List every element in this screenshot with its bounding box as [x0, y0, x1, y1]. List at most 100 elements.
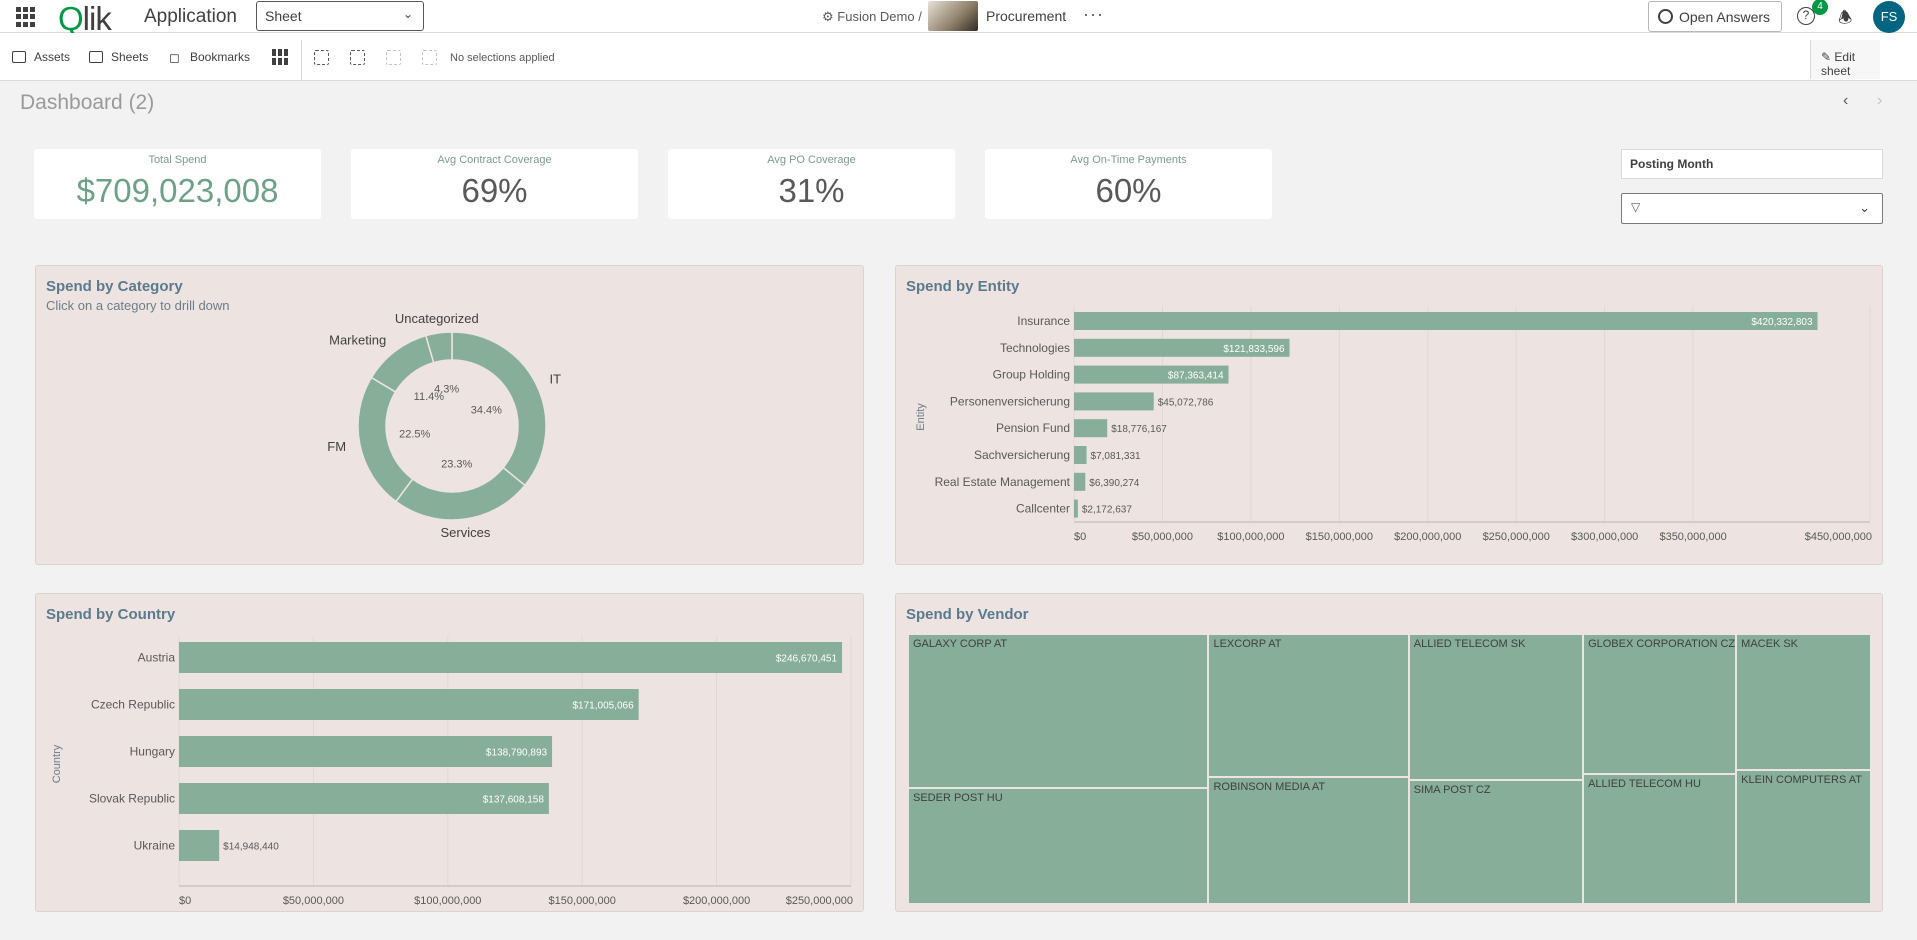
category-label: Insurance: [1017, 314, 1070, 328]
next-sheet-icon[interactable]: ›: [1877, 92, 1883, 109]
treemap-tile[interactable]: KLEIN COMPUTERS AT: [1736, 770, 1871, 904]
x-tick-label: $250,000,000: [1483, 531, 1550, 543]
qlik-logo[interactable]: Qlik: [58, 0, 112, 37]
space-breadcrumb[interactable]: ⚙︎ Fusion Demo /: [822, 9, 922, 25]
edit-sheet-label: Edit sheet: [1821, 50, 1856, 78]
treemap-tile[interactable]: SEDER POST HU: [908, 787, 1209, 904]
kpi-value: 69%: [461, 172, 528, 209]
pencil-icon: ✎: [1821, 50, 1832, 64]
treemap-tile[interactable]: ROBINSON MEDIA AT: [1208, 777, 1409, 904]
kpi-contract-coverage[interactable]: Avg Contract Coverage 69%: [351, 149, 638, 219]
category-label: Technologies: [1000, 341, 1070, 355]
more-options-icon[interactable]: ···: [1083, 4, 1104, 24]
category-label: Ukraine: [134, 839, 176, 853]
x-tick-label: $50,000,000: [1132, 531, 1193, 543]
bar: [1074, 472, 1086, 491]
app-thumbnail: [928, 1, 978, 31]
bar-value-label: $87,363,414: [1168, 371, 1224, 382]
treemap-tile-label: LEXCORP AT: [1213, 638, 1282, 650]
assets-button[interactable]: Assets: [34, 50, 71, 64]
edit-sheet-button[interactable]: ✎ Edit sheet: [1810, 40, 1880, 79]
category-label: Czech Republic: [91, 698, 175, 712]
kpi-on-time-payments[interactable]: Avg On-Time Payments 60%: [985, 149, 1272, 219]
bar-value-label: $121,833,596: [1223, 344, 1285, 355]
assets-icon: [12, 51, 26, 63]
space-name: Fusion Demo: [837, 9, 915, 24]
spend-by-entity-panel[interactable]: Spend by Entity $0 $50,000,000 $100,000,00…: [895, 265, 1883, 565]
spend-by-category-panel[interactable]: Spend by Category Click on a category to…: [35, 265, 864, 565]
category-donut-chart[interactable]: 34.4% IT 23.3% Services 22.5% FM 11.4% Marketin…: [36, 266, 865, 566]
bar: [1074, 338, 1290, 357]
app-launcher-icon[interactable]: [16, 7, 36, 27]
notification-badge: 4: [1812, 0, 1828, 15]
donut-slice: [424, 331, 453, 364]
filter-icon: ▽: [1631, 200, 1641, 214]
insights-icon[interactable]: [272, 49, 288, 65]
bar-value-label: $18,776,167: [1111, 424, 1167, 435]
chevron-down-icon: ⌄: [1859, 200, 1870, 215]
x-tick-label: $100,000,000: [414, 895, 481, 907]
category-label: Group Holding: [993, 368, 1070, 382]
panel-title: Spend by Vendor: [906, 606, 1029, 623]
treemap-tile[interactable]: SIMA POST CZ: [1408, 779, 1584, 904]
bar: [1074, 365, 1229, 384]
step-forward-icon[interactable]: [386, 50, 401, 65]
category-label: Personenversicherung: [950, 394, 1070, 408]
category-label: Hungary: [130, 745, 175, 759]
treemap-tile[interactable]: ALLIED TELECOM SK: [1408, 634, 1584, 780]
category-label: Callcenter: [1016, 502, 1070, 516]
step-back-icon[interactable]: [350, 50, 365, 65]
country-bar-chart[interactable]: $0 $50,000,000 $100,000,000 $150,000,000 $20…: [36, 594, 865, 913]
slice-category-label: Services: [440, 525, 490, 540]
x-tick-label: $200,000,000: [683, 895, 750, 907]
treemap-tile-label: MACEK SK: [1741, 638, 1799, 650]
sheet-dropdown-label: Sheet: [265, 8, 302, 24]
bookmarks-button[interactable]: Bookmarks: [190, 50, 251, 64]
slice-category-label: IT: [550, 372, 562, 387]
previous-sheet-icon[interactable]: ‹: [1843, 92, 1849, 109]
y-axis-title: Entity: [915, 403, 927, 431]
treemap-tile[interactable]: LEXCORP AT: [1208, 634, 1409, 778]
bar: [179, 736, 553, 767]
spend-by-country-panel[interactable]: Spend by Country $0 $50,000,000 $100,000,0…: [35, 593, 864, 912]
clear-selections-icon[interactable]: [422, 50, 437, 65]
bell-icon[interactable]: 🕭︎: [1838, 10, 1853, 27]
vendor-treemap[interactable]: GALAXY CORP AT SEDER POST HU LEXCORP AT ROB…: [908, 634, 1871, 904]
treemap-tile-label: SIMA POST CZ: [1413, 783, 1491, 796]
help-icon[interactable]: ?: [1797, 7, 1815, 25]
selections-status: No selections applied: [450, 52, 555, 64]
kpi-total-spend[interactable]: Total Spend $709,023,008: [34, 149, 321, 219]
category-label: Pension Fund: [996, 421, 1070, 435]
chevron-down-icon: ⌄: [402, 7, 413, 21]
posting-month-filter[interactable]: ▽ ⌄: [1621, 193, 1883, 224]
treemap-tile[interactable]: ALLIED TELECOM HU: [1583, 774, 1737, 904]
treemap-tile[interactable]: GALAXY CORP AT: [908, 634, 1209, 788]
slice-category-label: Marketing: [329, 332, 386, 347]
y-axis-title: Country: [51, 744, 63, 783]
open-answers-button[interactable]: Open Answers: [1648, 1, 1782, 32]
bar: [1074, 419, 1108, 438]
x-tick-label: $0: [179, 895, 191, 907]
treemap-tile[interactable]: MACEK SK: [1736, 634, 1871, 771]
spend-by-vendor-panel[interactable]: Spend by Vendor GALAXY CORP AT SEDER POST…: [895, 593, 1883, 912]
x-tick-label: $100,000,000: [1217, 531, 1284, 543]
entity-bar-chart[interactable]: $0 $50,000,000 $100,000,000 $150,000,000 $20…: [896, 266, 1884, 566]
sheets-button[interactable]: Sheets: [111, 50, 149, 64]
avatar[interactable]: FS: [1873, 1, 1905, 33]
bar-value-label: $2,172,637: [1082, 505, 1132, 516]
category-label: Slovak Republic: [89, 792, 175, 806]
space-icon: ⚙︎: [822, 9, 834, 24]
slice-percent-label: 22.5%: [399, 428, 430, 440]
x-tick-label: $350,000,000: [1659, 531, 1726, 543]
treemap-tile-label: ALLIED TELECOM HU: [1588, 778, 1701, 791]
smart-search-icon[interactable]: [314, 50, 329, 65]
treemap-tile[interactable]: GLOBEX CORPORATION CZ: [1583, 634, 1737, 775]
bar: [179, 689, 639, 720]
bar-value-label: $45,072,786: [1158, 397, 1214, 408]
sheet-dropdown[interactable]: Sheet ⌄: [256, 1, 424, 31]
bar: [1074, 446, 1087, 464]
x-tick-label: $150,000,000: [1306, 531, 1373, 543]
bar-value-label: $6,390,274: [1089, 478, 1139, 489]
kpi-po-coverage[interactable]: Avg PO Coverage 31%: [668, 149, 955, 219]
sheets-icon: [89, 51, 103, 63]
